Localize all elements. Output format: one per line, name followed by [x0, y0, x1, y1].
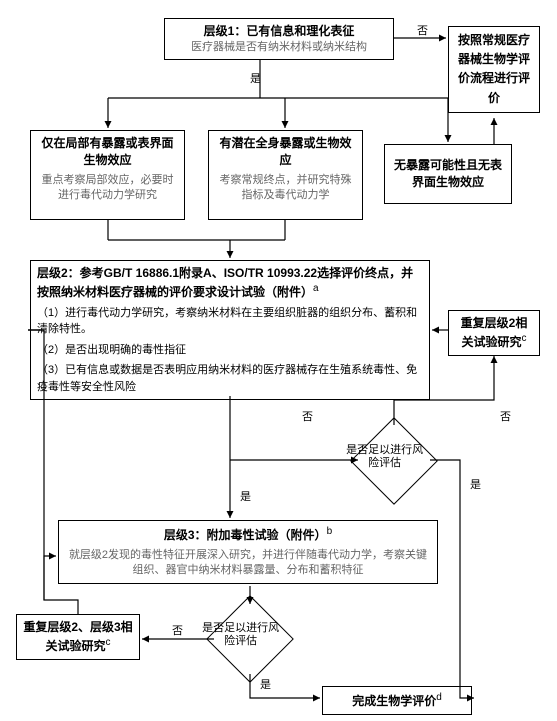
label-yes-1: 是: [248, 70, 263, 86]
tier3-sup: b: [327, 526, 333, 537]
node-branch-local: 仅在局部有暴露或表界面生物效应 重点考察局部效应，必要时进行毒代动力学研究: [30, 130, 185, 220]
label-no-2: 否: [300, 408, 315, 424]
node-done: 完成生物学评价d: [322, 686, 472, 715]
branch-none-title: 无暴露可能性且无表界面生物效应: [391, 157, 505, 191]
done-title: 完成生物学评价: [352, 694, 436, 708]
decision2-text: 是否足以进行风险评估: [199, 622, 283, 648]
tier3-title: 层级3：附加毒性试验（附件）: [164, 528, 327, 542]
tier2-body2: （2）是否出现明确的毒性指征: [37, 342, 423, 359]
tier1-sub: 医疗器械是否有纳米材料或纳米结构: [171, 40, 387, 55]
node-repeat-tier2: 重复层级2相关试验研究c: [448, 310, 540, 356]
repeat2-title: 重复层级2相关试验研究: [461, 316, 528, 349]
node-eval-conventional: 按照常规医疗器械生物学评价流程进行评价: [448, 26, 540, 113]
node-tier1: 层级1：已有信息和理化表征 医疗器械是否有纳米材料或纳米结构: [164, 18, 394, 60]
node-tier3: 层级3：附加毒性试验（附件）b 就层级2发现的毒性特征开展深入研究，并进行伴随毒…: [58, 520, 438, 584]
tier2-title: 层级2：参考GB/T 16886.1附录A、ISO/TR 10993.22选择评…: [37, 266, 413, 299]
tier1-title: 层级1：已有信息和理化表征: [171, 23, 387, 40]
label-yes-2: 是: [238, 488, 253, 504]
label-no-3: 否: [498, 408, 513, 424]
tier2-body1: （1）进行毒代动力学研究，考察纳米材料在主要组织脏器的组织分布、蓄积和清除特性。: [37, 305, 423, 338]
repeat2-sup: c: [522, 333, 527, 344]
node-tier2: 层级2：参考GB/T 16886.1附录A、ISO/TR 10993.22选择评…: [30, 260, 430, 400]
repeat23-sup: c: [106, 637, 111, 648]
tier2-sup: a: [313, 283, 319, 294]
branch-systemic-sub: 考察常规终点，并研究特殊指标及毒代动力学: [215, 173, 356, 204]
tier2-body3: （3）已有信息或数据是否表明应用纳米材料的医疗器械存在生殖系统毒性、免疫毒性等安…: [37, 362, 423, 395]
eval-text: 按照常规医疗器械生物学评价流程进行评价: [455, 31, 533, 108]
label-no-4: 否: [170, 622, 185, 638]
node-branch-systemic: 有潜在全身暴露或生物效应 考察常规终点，并研究特殊指标及毒代动力学: [208, 130, 363, 220]
repeat23-title: 重复层级2、层级3相关试验研究: [23, 620, 132, 653]
node-branch-none: 无暴露可能性且无表界面生物效应: [384, 144, 512, 204]
label-no-1: 否: [415, 22, 430, 38]
done-sup: d: [436, 692, 442, 703]
node-decision-risk1: 是否足以进行风险评估: [350, 417, 438, 505]
node-repeat-tier23: 重复层级2、层级3相关试验研究c: [16, 614, 140, 660]
branch-systemic-title: 有潜在全身暴露或生物效应: [215, 135, 356, 169]
tier3-sub: 就层级2发现的毒性特征开展深入研究，并进行伴随毒代动力学，考察关键组织、器官中纳…: [65, 548, 431, 579]
decision1-text: 是否足以进行风险评估: [343, 444, 427, 470]
label-yes-4: 是: [258, 676, 273, 692]
node-decision-risk2: 是否足以进行风险评估: [206, 595, 294, 683]
branch-local-sub: 重点考察局部效应，必要时进行毒代动力学研究: [37, 173, 178, 204]
branch-local-title: 仅在局部有暴露或表界面生物效应: [37, 135, 178, 169]
label-yes-3: 是: [468, 476, 483, 492]
